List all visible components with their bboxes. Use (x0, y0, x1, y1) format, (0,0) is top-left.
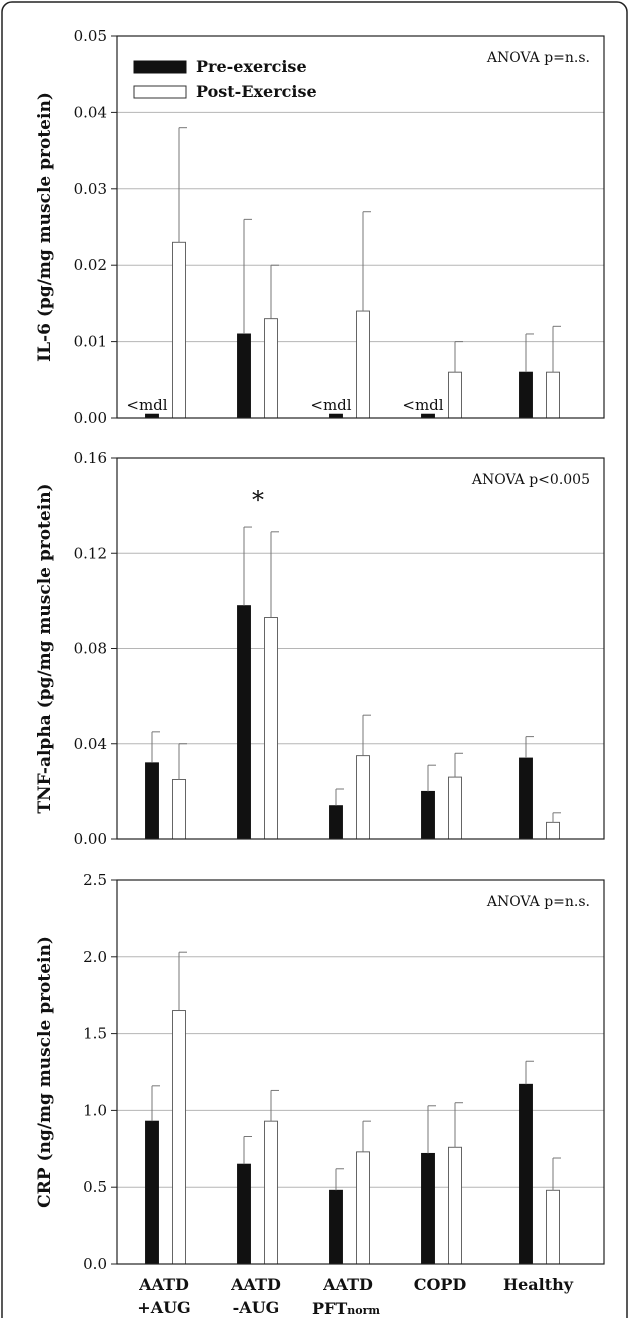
crp-y-tick-label: 0.0 (83, 1255, 107, 1273)
crp-y-tick-label: 1.5 (83, 1025, 107, 1043)
crp-bars (145, 1010, 560, 1265)
tnf-bar-pre-exercise-aatd-pftnorm (329, 805, 343, 840)
il6-bars (145, 241, 560, 419)
legend-label-post-exercise: Post-Exercise (196, 82, 317, 101)
il6-bar-post-exercise-aatd-aug (172, 241, 186, 419)
crp-y-axis-label: CRP (ng/mg muscle protein) (35, 936, 55, 1208)
x-label-aatd-aug-line2: +AUG (137, 1298, 190, 1317)
x-label-healthy: Healthy (503, 1275, 574, 1294)
crp-bar-pre-exercise-copd (421, 1152, 435, 1265)
il6-y-tick-label: 0.01 (74, 333, 107, 351)
tnf-y-axis-label: TNF-alpha (pg/mg muscle protein) (35, 483, 55, 813)
il6-y-axis-label: IL-6 (pg/mg muscle protein) (35, 92, 55, 362)
x-axis-categories: AATD +AUG AATD -AUG AATD PFTnorm COPD He… (137, 1275, 573, 1318)
tnf-bar-post-exercise-aatd-pftnorm (356, 755, 370, 840)
crp-bar-post-exercise-healthy (546, 1189, 560, 1265)
crp-bar-pre-exercise-aatd-noaug (237, 1163, 251, 1265)
crp-y-tick-label: 2.0 (83, 948, 107, 966)
x-label-aatd-noaug-line2: -AUG (233, 1298, 280, 1317)
il6-panel: 0.00 0.01 0.02 0.03 0.04 0.05 IL-6 (pg/mg mus… (35, 27, 605, 427)
il6-y-tick-label: 0.05 (74, 27, 107, 45)
crp-panel: 0.0 0.5 1.0 1.5 2.0 2.5 CRP (ng/mg muscle pro… (35, 871, 605, 1273)
tnf-bars (145, 605, 560, 840)
crp-y-tick-label: 0.5 (83, 1178, 107, 1196)
il6-plot-frame (116, 35, 605, 419)
tnf-bar-pre-exercise-aatd-noaug (237, 605, 251, 840)
tnf-y-tick-label: 0.04 (74, 735, 107, 753)
il6-error-bars (178, 127, 561, 373)
tnf-bar-post-exercise-copd (448, 776, 462, 840)
x-label-aatd-noaug-line1: AATD (230, 1275, 281, 1294)
il6-bar-post-exercise-aatd-pftnorm (356, 310, 370, 419)
il6-y-tick-label: 0.00 (74, 409, 107, 427)
crp-y-ticks: 0.0 0.5 1.0 1.5 2.0 2.5 (83, 871, 117, 1273)
il6-y-tick-label: 0.04 (74, 103, 107, 121)
il6-mdl-label-aatd-aug: <mdl (126, 396, 167, 414)
il6-bar-post-exercise-healthy (546, 371, 560, 419)
tnf-bar-post-exercise-aatd-aug (172, 779, 186, 840)
x-label-pft: PFT (312, 1299, 347, 1318)
il6-bar-post-exercise-copd (448, 371, 462, 419)
il6-bar-pre-exercise-healthy (519, 371, 533, 419)
x-label-copd: COPD (414, 1275, 467, 1294)
crp-plot-frame (116, 879, 605, 1265)
tnf-anova-label: ANOVA p<0.005 (471, 472, 590, 488)
crp-bar-post-exercise-aatd-aug (172, 1010, 186, 1265)
tnf-bar-post-exercise-aatd-noaug (264, 617, 278, 840)
il6-y-tick-label: 0.03 (74, 180, 107, 198)
tnf-bar-pre-exercise-copd (421, 790, 435, 840)
il6-anova-label: ANOVA p=n.s. (486, 50, 590, 66)
tnf-y-tick-label: 0.00 (74, 830, 107, 848)
il6-y-ticks: 0.00 0.01 0.02 0.03 0.04 0.05 (74, 27, 117, 427)
crp-bar-pre-exercise-aatd-pftnorm (329, 1189, 343, 1265)
crp-anova-label: ANOVA p=n.s. (486, 894, 590, 910)
il6-mdl-labels: <mdl <mdl <mdl (126, 396, 443, 414)
legend-swatch-post-exercise (133, 85, 187, 99)
crp-y-tick-label: 1.0 (83, 1101, 107, 1119)
legend-swatch-pre-exercise (133, 60, 187, 74)
tnf-alpha-panel: 0.00 0.04 0.08 0.12 0.16 TNF-alpha (pg/mg mu… (35, 449, 605, 848)
il6-y-tick-label: 0.02 (74, 256, 107, 274)
legend: Pre-exercise Post-Exercise (133, 57, 317, 101)
x-label-aatd-aug-line1: AATD (138, 1275, 189, 1294)
tnf-bar-post-exercise-healthy (546, 821, 560, 840)
crp-y-tick-label: 2.5 (83, 871, 107, 889)
x-label-aatd-pftnorm-line1: AATD (322, 1275, 373, 1294)
crp-bar-post-exercise-aatd-noaug (264, 1120, 278, 1265)
crp-error-bars (151, 951, 561, 1191)
crp-bar-post-exercise-copd (448, 1146, 462, 1265)
tnf-bar-pre-exercise-aatd-aug (145, 762, 159, 840)
tnf-y-tick-label: 0.12 (74, 544, 107, 562)
tnf-y-tick-label: 0.08 (74, 640, 107, 658)
tnf-y-ticks: 0.00 0.04 0.08 0.12 0.16 (74, 449, 117, 848)
il6-mdl-label-aatd-pftnorm: <mdl (310, 396, 351, 414)
il6-mdl-label-copd: <mdl (402, 396, 443, 414)
legend-label-pre-exercise: Pre-exercise (196, 57, 307, 76)
x-label-aatd-pftnorm-line2: PFTnorm (312, 1299, 380, 1318)
il6-bar-pre-exercise-aatd-noaug (237, 333, 251, 419)
crp-bar-pre-exercise-aatd-aug (145, 1120, 159, 1265)
tnf-significance-marker: * (252, 486, 264, 514)
tnf-bar-pre-exercise-healthy (519, 757, 533, 840)
x-label-pft-subscript: norm (347, 1304, 380, 1317)
tnf-y-tick-label: 0.16 (74, 449, 107, 467)
crp-bar-pre-exercise-healthy (519, 1083, 533, 1265)
crp-bar-post-exercise-aatd-pftnorm (356, 1151, 370, 1265)
tnf-error-bars (151, 526, 561, 823)
il6-bar-post-exercise-aatd-noaug (264, 318, 278, 419)
tnf-gridlines (117, 552, 604, 745)
